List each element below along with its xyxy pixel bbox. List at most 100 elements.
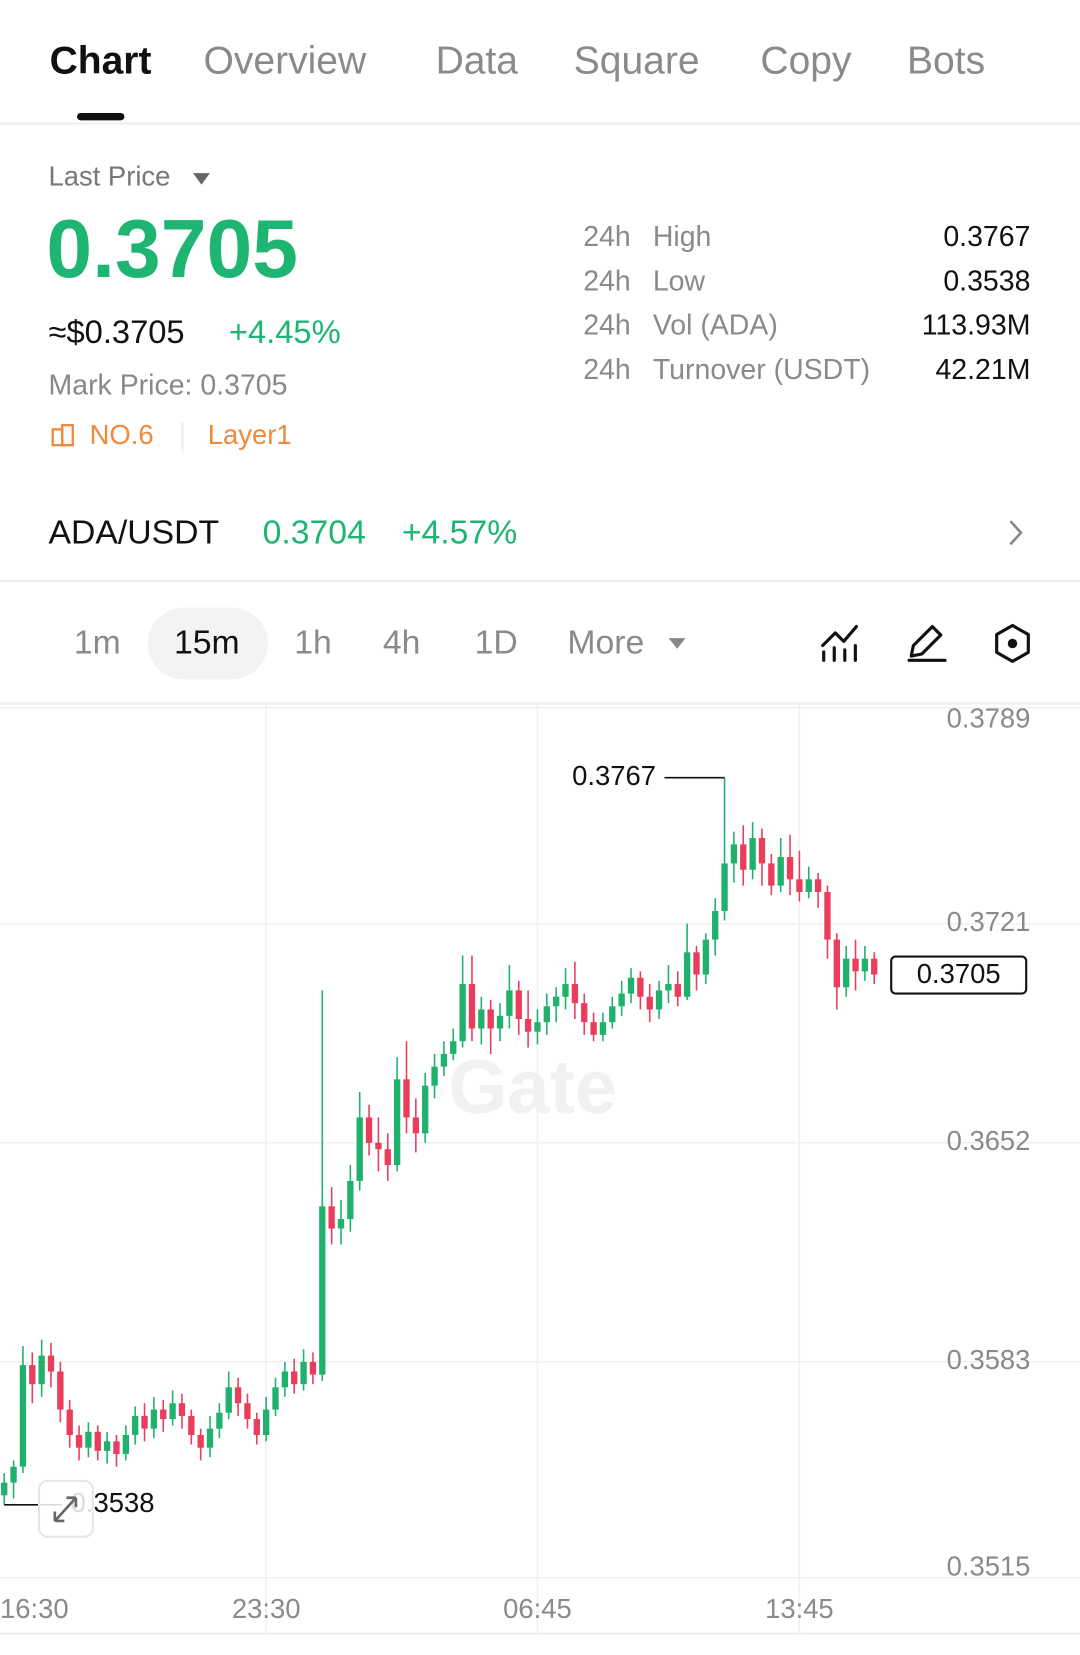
stat-period: 24h xyxy=(583,265,631,297)
candle-body xyxy=(833,939,840,988)
candle-body xyxy=(253,1419,260,1435)
candle-body xyxy=(244,1403,251,1420)
candle-body xyxy=(94,1431,101,1451)
stat-value: 113.93M xyxy=(922,310,1031,342)
stat-value: 0.3538 xyxy=(943,265,1030,297)
chevron[interactable] xyxy=(1009,520,1023,546)
candle-body xyxy=(450,1041,457,1054)
interval[interactable]: More xyxy=(567,623,644,661)
interval[interactable]: 1m xyxy=(74,623,121,661)
tab[interactable]: Bots xyxy=(907,40,985,83)
y-tick-label: 0.3652 xyxy=(947,1125,1031,1156)
candle-body xyxy=(412,1117,420,1134)
last-price: 0.3705 xyxy=(46,204,298,295)
candle-body xyxy=(693,952,700,975)
candle-body xyxy=(796,879,803,892)
candle-body xyxy=(66,1409,73,1435)
candle-body xyxy=(581,1003,588,1023)
candle-body xyxy=(169,1403,176,1420)
stat-value: 0.3767 xyxy=(943,221,1030,253)
candle-body xyxy=(403,1079,410,1118)
candle-body xyxy=(206,1428,214,1448)
stat-label: Vol (ADA) xyxy=(653,310,778,342)
pair-change: +4.57% xyxy=(402,514,517,552)
settings-icon[interactable] xyxy=(995,623,1030,663)
candle-body xyxy=(365,1117,373,1143)
candle-body xyxy=(777,857,784,886)
tab[interactable]: Data xyxy=(436,40,519,83)
draw-icon[interactable] xyxy=(907,625,947,662)
price-change: +4.45% xyxy=(229,313,341,350)
candle-body xyxy=(543,1006,550,1023)
last-price-label: 0.3705 xyxy=(917,958,1001,989)
candle-body xyxy=(599,1022,607,1035)
stat-label: Low xyxy=(653,265,706,297)
stats: 24h High 0.3767 24h Low 0.3538 24h Vol (ADA) 113… xyxy=(583,221,1030,386)
stat-label: High xyxy=(653,221,712,253)
candle-body xyxy=(85,1431,92,1448)
candle-body xyxy=(814,879,822,892)
candle-body xyxy=(234,1387,242,1404)
candle-body xyxy=(440,1053,448,1067)
interval[interactable]: 1D xyxy=(475,623,518,661)
pair-name[interactable]: ADA/USDT xyxy=(49,514,220,552)
candle-body xyxy=(674,984,681,997)
candle-body xyxy=(197,1434,204,1448)
candle-body xyxy=(515,990,522,1019)
candle-body xyxy=(730,844,738,864)
candle-body xyxy=(749,837,756,870)
tag[interactable]: Layer1 xyxy=(208,419,292,450)
candle-body xyxy=(590,1022,597,1035)
candle-body xyxy=(103,1441,111,1451)
stat-period: 24h xyxy=(583,310,631,342)
candle-body xyxy=(262,1409,270,1435)
interval-bar: 1m 15m 1h 4h 1D More xyxy=(74,623,645,661)
candle-body xyxy=(852,958,859,972)
candle-body xyxy=(665,984,672,991)
stat-label: Turnover (USDT) xyxy=(653,354,870,386)
candle-body xyxy=(712,911,719,940)
candle-body xyxy=(618,993,625,1007)
candle-body xyxy=(75,1434,83,1448)
tab[interactable]: Chart xyxy=(50,40,152,83)
tab[interactable]: Overview xyxy=(204,40,367,83)
price-type[interactable]: Last Price xyxy=(49,161,171,192)
rank[interactable]: NO.6 xyxy=(90,419,154,450)
last-price-box xyxy=(890,955,1028,995)
interval[interactable]: 4h xyxy=(383,623,421,661)
candle-body xyxy=(225,1387,232,1413)
indicator-icon[interactable] xyxy=(821,625,858,662)
y-tick-label: 0.3789 xyxy=(947,703,1031,734)
candle-body xyxy=(422,1085,429,1134)
candle-body xyxy=(646,996,653,1010)
pair-price: 0.3704 xyxy=(263,514,366,552)
candle-body xyxy=(291,1371,298,1385)
candle-body xyxy=(702,939,710,975)
candle-body xyxy=(506,990,513,1016)
candle-body xyxy=(29,1365,36,1385)
tab[interactable]: Copy xyxy=(760,40,852,83)
interval[interactable]: 15m xyxy=(174,623,240,661)
candle-body xyxy=(281,1371,289,1388)
candle-body xyxy=(478,1009,485,1029)
candlestick-chart: 16:30 23:30 06:45 13:45 0.3789 0.3721 0.3652 0.… xyxy=(0,703,1080,1634)
candle-body xyxy=(609,1006,616,1023)
stat-period: 24h xyxy=(583,221,631,253)
candle-body xyxy=(328,1206,335,1229)
candle-body xyxy=(637,977,644,997)
candle-body xyxy=(272,1387,279,1410)
interval[interactable]: 1h xyxy=(294,623,332,661)
candle-body xyxy=(141,1415,148,1429)
candle-body xyxy=(571,984,579,1004)
annotation-label: 0.3767 xyxy=(572,760,656,791)
candle-body xyxy=(384,1149,391,1166)
candle-body xyxy=(805,879,812,892)
candle-body xyxy=(309,1361,317,1375)
candle-body xyxy=(19,1365,27,1467)
candle-body xyxy=(393,1079,401,1166)
tab[interactable]: Square xyxy=(574,40,700,83)
tab-bar: Chart Overview Data Square Copy Bots xyxy=(50,40,985,121)
candle-body xyxy=(683,952,691,997)
